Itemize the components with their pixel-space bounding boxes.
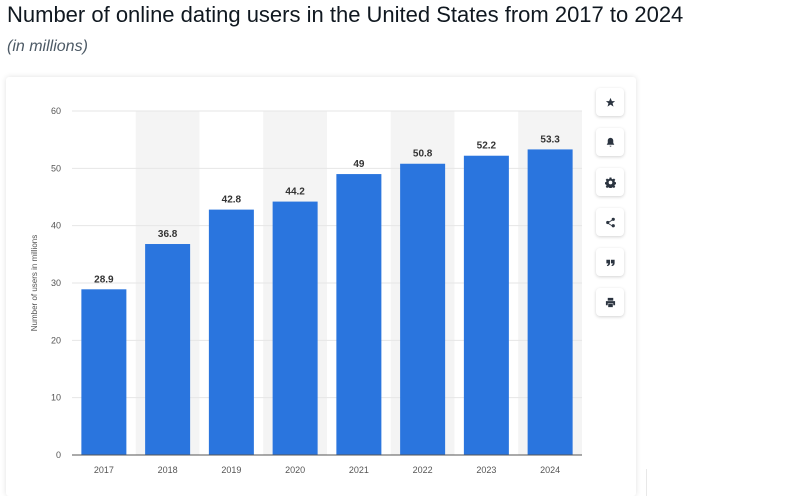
y-tick-label: 60	[51, 106, 61, 116]
page-subtitle: (in millions)	[7, 38, 88, 55]
data-label: 53.3	[540, 134, 560, 145]
y-tick-label: 50	[51, 163, 61, 173]
x-tick-label: 2024	[540, 465, 560, 475]
y-tick-label: 0	[56, 450, 61, 460]
notification-button[interactable]	[596, 128, 624, 156]
bar-2022	[400, 163, 446, 455]
gear-icon	[604, 176, 616, 188]
cite-button[interactable]	[596, 248, 624, 276]
data-label: 49	[353, 159, 365, 170]
x-tick-label: 2020	[285, 465, 305, 475]
bar-2018	[145, 244, 191, 455]
print-icon	[605, 297, 615, 307]
data-label: 42.8	[222, 195, 242, 206]
star-icon	[605, 97, 615, 107]
bars	[81, 149, 573, 456]
bar-2017	[81, 289, 127, 455]
y-tick-label: 40	[51, 221, 61, 231]
side-panel-edge	[646, 469, 797, 496]
x-tick-label: 2023	[476, 465, 496, 475]
quote-icon	[605, 259, 615, 266]
x-tick-label: 2017	[94, 465, 114, 475]
data-label: 36.8	[158, 229, 178, 240]
data-label: 50.8	[413, 149, 433, 160]
x-tick-label: 2019	[221, 465, 241, 475]
bar-2023	[463, 155, 509, 455]
favorite-button[interactable]	[596, 88, 624, 116]
bar-2024	[527, 149, 573, 455]
chart-toolbar	[596, 88, 626, 318]
data-label: 52.2	[477, 141, 497, 152]
data-label: 28.9	[94, 274, 114, 285]
data-labels: 28.9 36.8 42.8 44.2 49 50.8 52.2 53.3	[94, 134, 560, 285]
y-tick-label: 10	[51, 393, 61, 403]
share-button[interactable]	[596, 208, 624, 236]
share-icon	[605, 217, 615, 227]
x-tick-label: 2022	[413, 465, 433, 475]
bar-2020	[272, 201, 318, 455]
y-tick-label: 30	[51, 278, 61, 288]
bar-2019	[208, 209, 254, 455]
y-axis-label: Number of users in millions	[30, 235, 39, 331]
x-axis-ticks: 2017 2018 2019 2020 2021 2022 2023 2024	[94, 465, 560, 475]
bell-icon	[606, 137, 614, 147]
x-tick-label: 2021	[349, 465, 369, 475]
settings-button[interactable]	[596, 168, 624, 196]
data-label: 44.2	[285, 187, 305, 198]
y-tick-label: 20	[51, 335, 61, 345]
y-axis-ticks: 0 10 20 30 40 50 60	[51, 106, 61, 460]
print-button[interactable]	[596, 288, 624, 316]
bar-2021	[336, 174, 382, 456]
x-tick-label: 2018	[158, 465, 178, 475]
page-title: Number of online dating users in the Uni…	[7, 2, 684, 27]
